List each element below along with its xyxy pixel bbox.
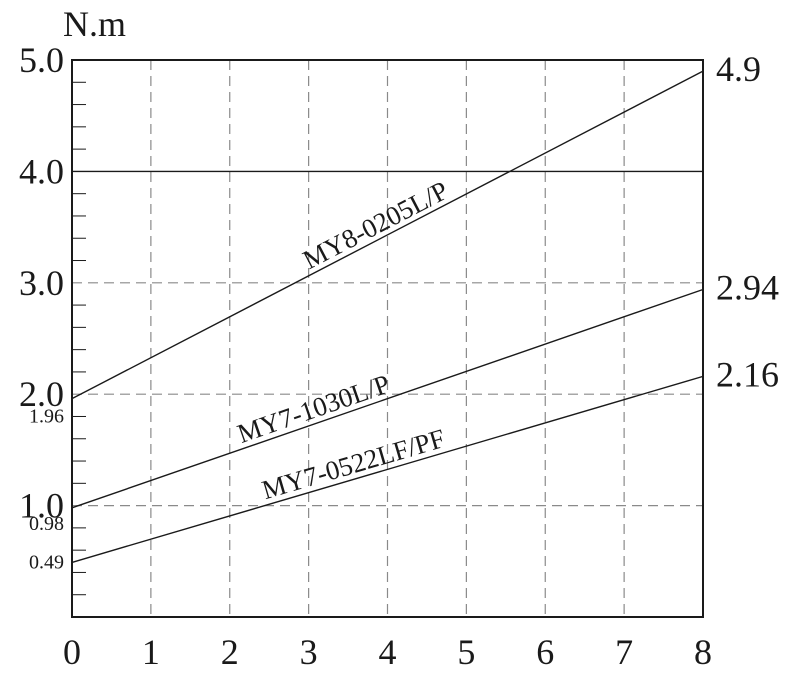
series-line [71,70,704,400]
x-tick-label: 2 [221,632,239,672]
x-tick-label: 6 [536,632,554,672]
y-axis-unit-label: N.m [63,4,126,44]
x-tick-labels: 0 1 2 3 4 5 6 7 8 [63,632,712,672]
x-tick-label: 0 [63,632,81,672]
series-line [71,288,704,509]
end-value-label: 4.9 [716,49,761,89]
x-tick-label: 7 [615,632,633,672]
x-tick-label: 8 [694,632,712,672]
end-value-label: 2.16 [716,354,779,394]
x-tick-label: 5 [457,632,475,672]
x-tick-label: 4 [379,632,397,672]
series-line [71,375,704,564]
y-tick-label: 2.0 [19,374,64,414]
x-tick-label: 1 [142,632,160,672]
y-tick-label: 3.0 [19,263,64,303]
series-label: MY7-1030L/P [234,369,394,449]
y-tick-label: 1.0 [19,486,64,526]
grid-lines [72,60,703,617]
x-tick-label: 3 [300,632,318,672]
start-value-label: 0.98 [29,513,64,535]
y-tick-label: 4.0 [19,151,64,191]
start-value-labels: 1.96 0.98 0.49 [29,406,64,574]
series-label: MY7-0522LF/PF [258,423,448,505]
plot-frame [71,59,704,618]
start-value-label: 1.96 [29,406,64,428]
end-value-label: 2.94 [716,267,779,307]
series-lines [71,70,704,564]
y-minor-ticks [72,81,86,596]
start-value-label: 0.49 [29,551,64,573]
y-tick-labels: 1.0 2.0 3.0 4.0 5.0 [19,40,64,526]
end-value-labels: 4.9 2.94 2.16 [716,49,779,394]
y-tick-label: 5.0 [19,40,64,80]
series-label: MY8-0205L/P [298,175,453,275]
